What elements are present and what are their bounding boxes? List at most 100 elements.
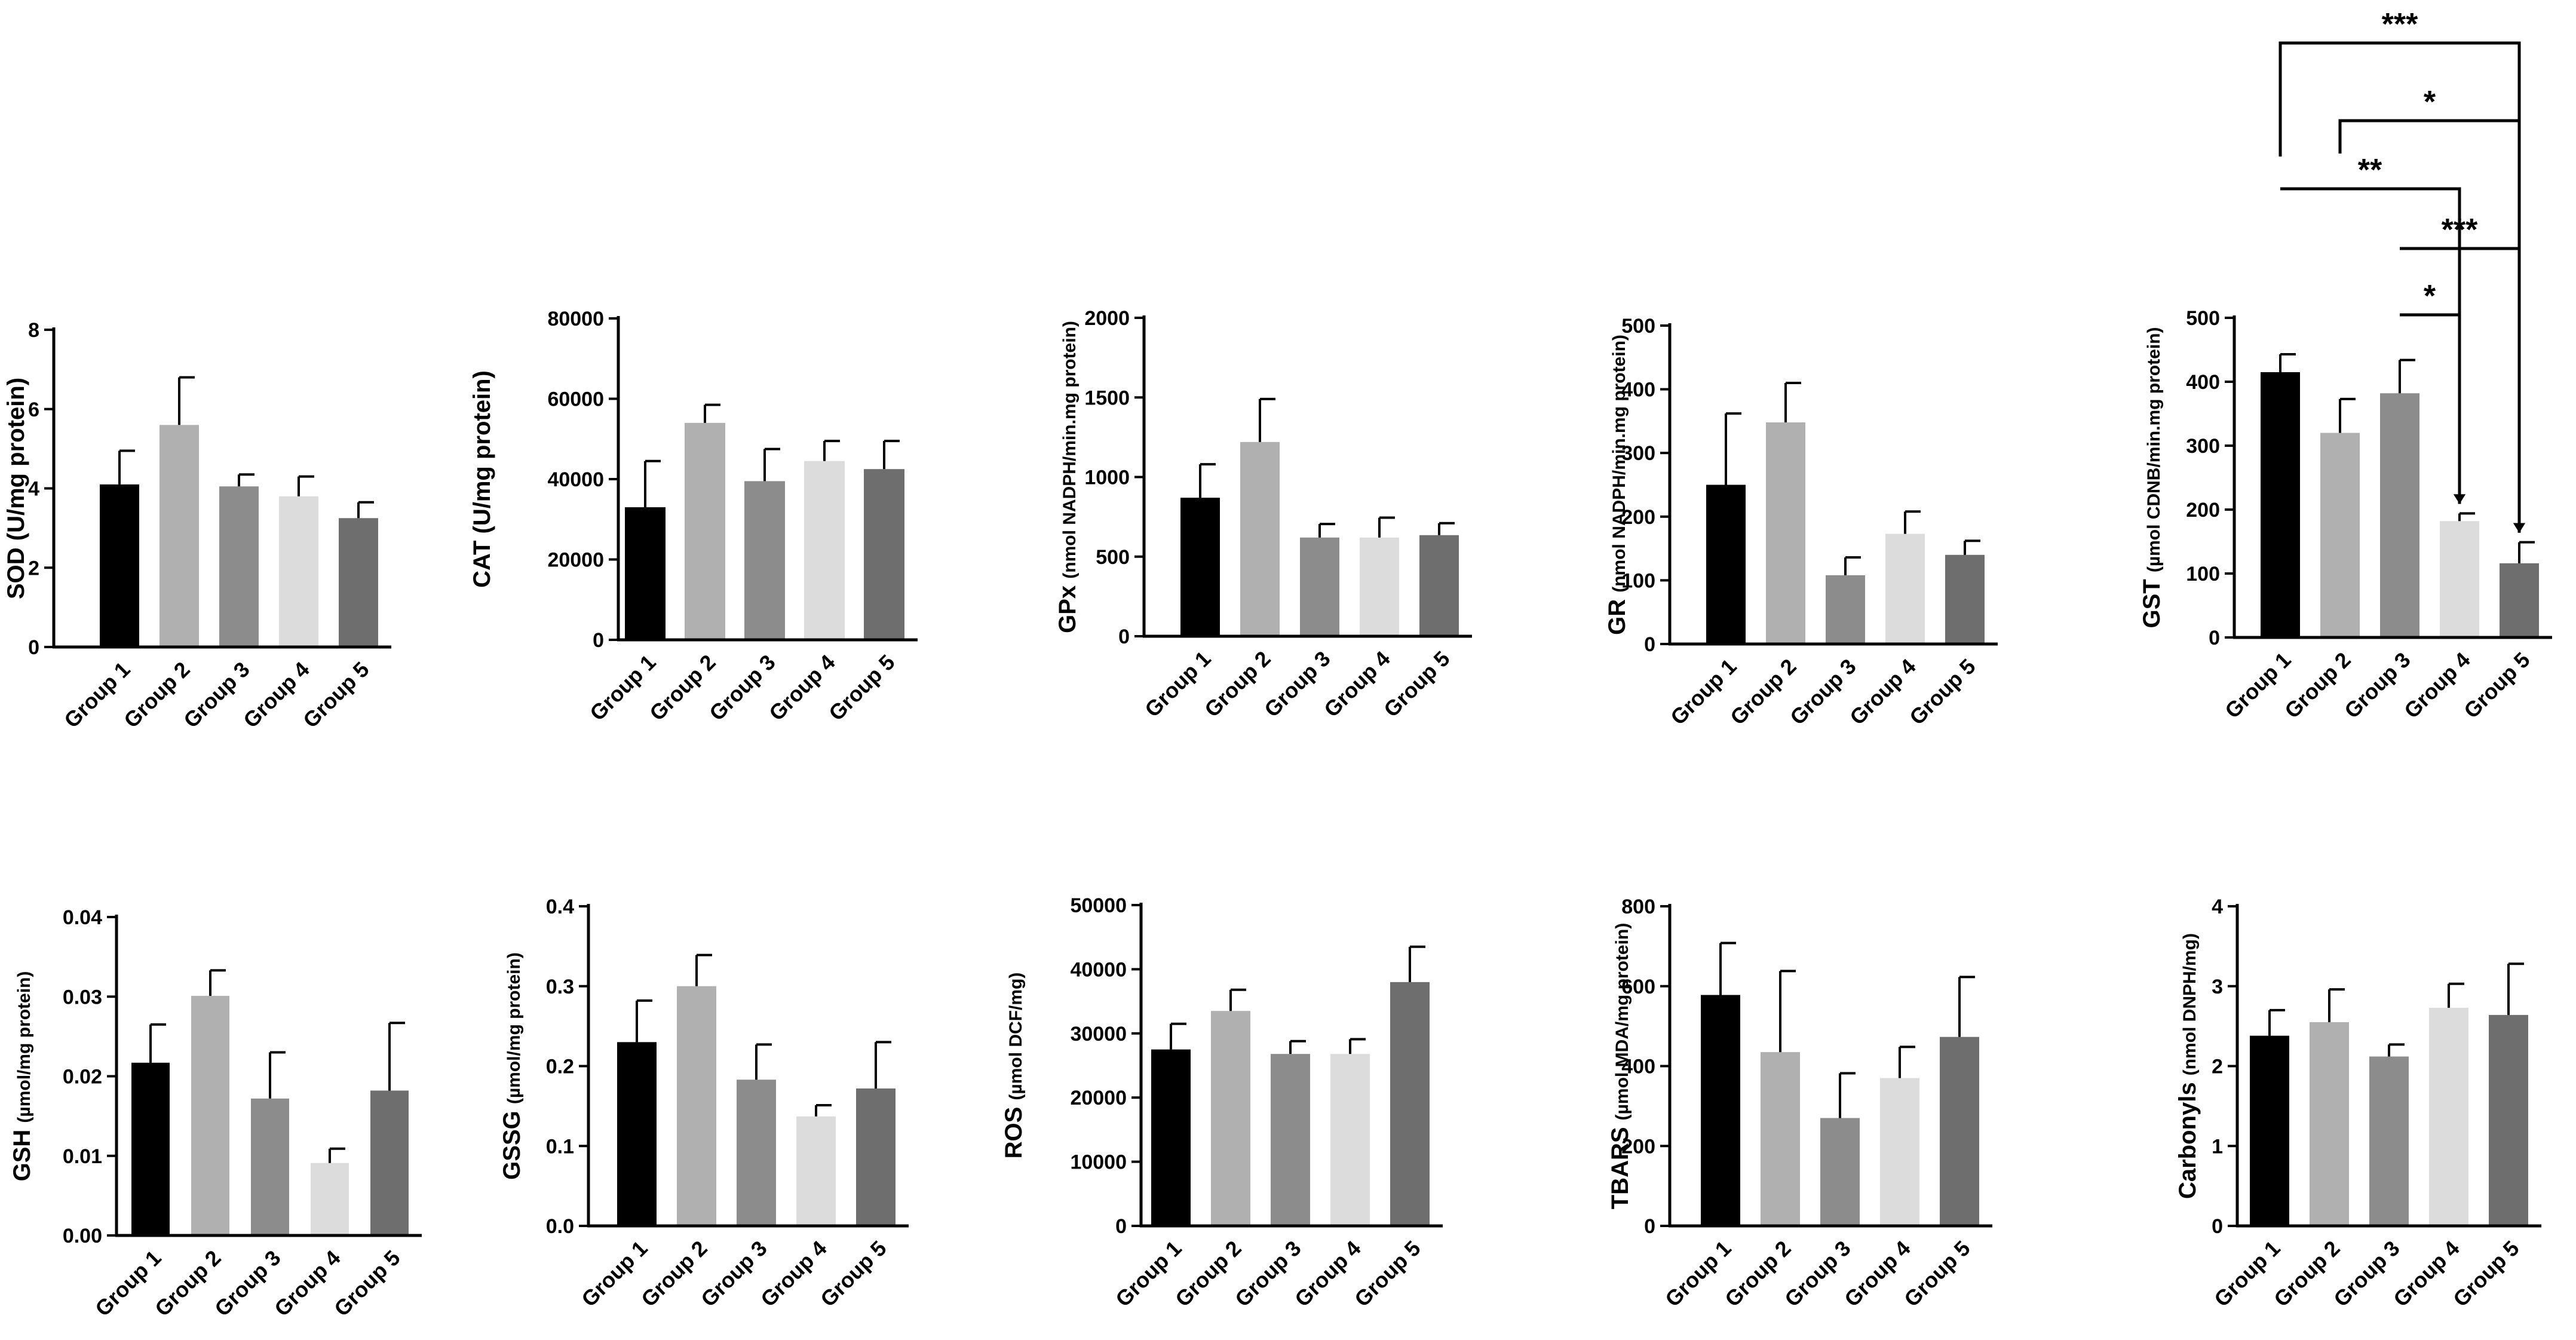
bar-group-4 <box>796 1116 836 1226</box>
bar-group-3 <box>737 1080 776 1226</box>
y-tick-label: 500 <box>2186 307 2220 330</box>
bar-group-3 <box>1826 575 1865 644</box>
x-category-label: Group 4 <box>1845 654 1921 730</box>
x-category-label: Group 2 <box>1200 646 1275 722</box>
bar-group-1 <box>131 1062 170 1235</box>
y-tick-label: 3 <box>2212 976 2223 998</box>
x-category-label: Group 1 <box>1111 1236 1186 1312</box>
bar-group-4 <box>804 461 845 640</box>
y-tick-label: 200 <box>1621 1135 1655 1158</box>
x-category-label: Group 4 <box>238 657 314 733</box>
y-tick-label: 40000 <box>547 468 604 491</box>
significance-bracket: *** <box>2400 213 2525 533</box>
x-category-label: Group 2 <box>645 650 720 726</box>
y-tick-label: 4 <box>28 478 39 501</box>
x-category-label: Group 2 <box>2280 648 2356 723</box>
x-category-label: Group 5 <box>824 650 900 726</box>
y-tick-label: 400 <box>1621 379 1655 401</box>
y-tick-label: 40000 <box>1070 958 1127 981</box>
bar-group-3 <box>2369 1056 2409 1226</box>
x-category-label: Group 1 <box>59 657 135 733</box>
y-tick-label: 6 <box>28 398 39 421</box>
y-tick-label: 200 <box>2186 499 2220 522</box>
bar-group-3 <box>1300 537 1339 636</box>
bar-group-2 <box>685 422 725 640</box>
bar-group-1 <box>617 1042 657 1226</box>
y-tick-label: 8 <box>28 319 39 342</box>
y-tick-label: 0 <box>2209 627 2220 649</box>
bar-group-1 <box>2250 1035 2289 1226</box>
y-tick-label: 100 <box>1621 569 1655 592</box>
bar-group-5 <box>2500 563 2539 637</box>
y-tick-label: 0.0 <box>546 1215 574 1238</box>
x-category-label: Group 2 <box>1720 1236 1796 1312</box>
bar-group-2 <box>1240 441 1280 636</box>
x-category-label: Group 1 <box>1140 646 1216 722</box>
significance-label: ** <box>2358 153 2382 188</box>
bar-group-5 <box>1419 535 1459 636</box>
bar-group-2 <box>2310 1022 2349 1226</box>
x-category-label: Group 1 <box>1660 1236 1736 1312</box>
x-category-label: Group 4 <box>756 1236 832 1312</box>
y-axis-label: GPx (nmol NADPH/min.mg protein) <box>1054 321 1081 633</box>
x-category-label: Group 5 <box>1350 1236 1425 1312</box>
x-category-label: Group 5 <box>1379 646 1455 722</box>
y-tick-label: 10000 <box>1070 1151 1127 1174</box>
bar-group-2 <box>191 995 229 1235</box>
x-category-label: Group 2 <box>636 1236 712 1312</box>
x-category-label: Group 2 <box>1170 1236 1246 1312</box>
bar-group-3 <box>251 1098 289 1235</box>
x-category-label: Group 4 <box>2399 648 2475 723</box>
y-tick-label: 0.1 <box>546 1135 574 1158</box>
y-tick-label: 20000 <box>547 549 604 572</box>
x-category-label: Group 3 <box>179 657 254 733</box>
bar-group-3 <box>1820 1118 1860 1226</box>
bar-group-1 <box>1151 1049 1191 1226</box>
bar-group-4 <box>1360 537 1399 636</box>
x-category-label: Group 1 <box>2209 1236 2285 1312</box>
bar-group-2 <box>1761 1052 1800 1226</box>
bar-group-5 <box>339 518 378 647</box>
y-tick-label: 300 <box>2186 435 2220 458</box>
bar-group-2 <box>1211 1011 1250 1226</box>
bar-group-1 <box>1706 485 1746 644</box>
y-tick-label: 200 <box>1621 506 1655 529</box>
bar-group-3 <box>1271 1054 1310 1226</box>
x-category-label: Group 3 <box>2329 1236 2405 1312</box>
bar-group-1 <box>625 507 666 640</box>
bar-group-1 <box>1701 995 1740 1226</box>
y-axis-label: GR (nmol NADPH/min.mg protein) <box>1604 335 1630 635</box>
y-axis-label: GSH (µmol/mg protein) <box>9 971 35 1182</box>
x-category-label: Group 1 <box>576 1236 652 1312</box>
y-tick-label: 500 <box>1621 315 1655 338</box>
y-tick-label: 400 <box>2186 371 2220 394</box>
bar-group-5 <box>1940 1037 1979 1226</box>
bar-group-1 <box>2261 372 2300 637</box>
bar-group-2 <box>677 986 716 1226</box>
bar-group-4 <box>1885 533 1925 644</box>
significance-label: * <box>2424 279 2436 314</box>
x-category-label: Group 3 <box>1259 646 1335 722</box>
y-tick-label: 1500 <box>1084 387 1130 409</box>
x-category-label: Group 4 <box>764 650 840 726</box>
x-category-label: Group 4 <box>1839 1236 1915 1312</box>
bar-group-4 <box>311 1163 349 1235</box>
y-tick-label: 0.4 <box>546 896 574 918</box>
y-axis-label: CAT (U/mg protein) <box>469 370 495 588</box>
bar-group-5 <box>370 1090 409 1235</box>
y-tick-label: 300 <box>1621 442 1655 465</box>
y-tick-label: 2 <box>28 557 39 579</box>
x-category-label: Group 4 <box>269 1246 345 1321</box>
bar-group-4 <box>2440 521 2479 637</box>
y-axis-label: ROS (µmol DCF/mg) <box>1001 973 1027 1159</box>
x-category-label: Group 5 <box>2448 1236 2524 1312</box>
y-tick-label: 0 <box>593 629 604 652</box>
x-category-label: Group 4 <box>1319 646 1395 722</box>
x-category-label: Group 4 <box>1290 1236 1366 1312</box>
y-tick-label: 60000 <box>547 388 604 411</box>
